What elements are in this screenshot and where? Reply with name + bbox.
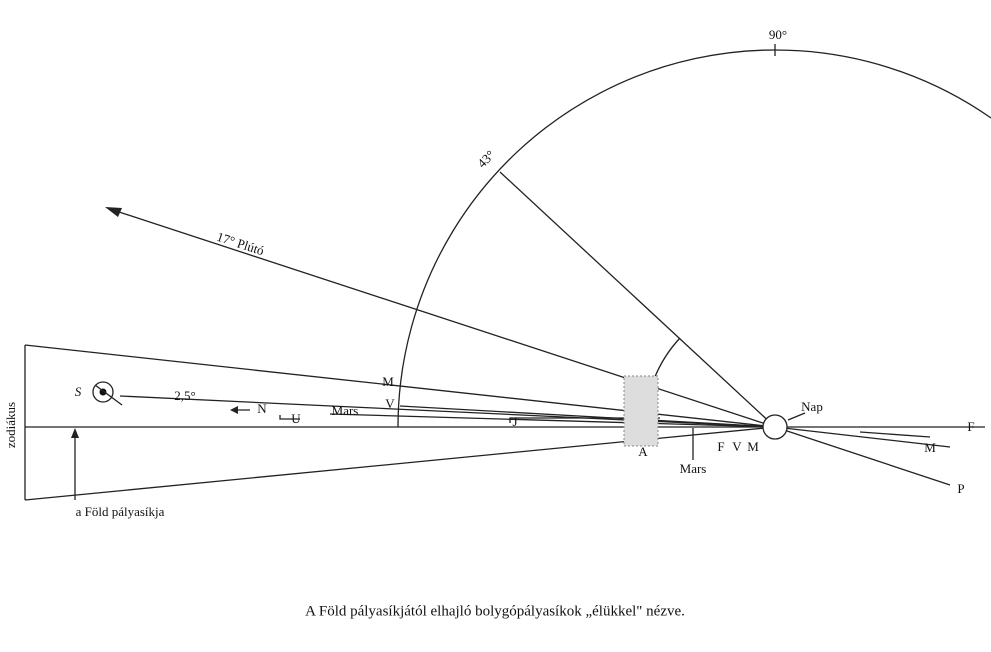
label: M xyxy=(924,440,936,455)
label: Mars xyxy=(332,403,359,418)
label: 43° xyxy=(474,147,497,170)
orbit-mark xyxy=(859,431,931,438)
label: F xyxy=(967,419,974,434)
label: V xyxy=(385,396,395,411)
label: Mars xyxy=(680,461,707,476)
label: 90° xyxy=(769,27,787,42)
label: zodiákus xyxy=(3,402,18,448)
label: U xyxy=(291,411,301,426)
label: 2,5° xyxy=(174,388,195,403)
saturn-ring xyxy=(94,384,123,406)
label: M xyxy=(382,374,394,389)
arrow-u xyxy=(279,415,300,420)
label: N xyxy=(257,401,267,416)
label: 17° Plútó xyxy=(215,229,266,258)
arrowhead xyxy=(71,428,79,438)
label: A xyxy=(638,444,648,459)
great-arc xyxy=(397,49,991,428)
pluto-line xyxy=(109,208,776,428)
line-saturn xyxy=(119,395,776,428)
drawing xyxy=(24,44,991,501)
arrowhead xyxy=(230,406,238,414)
label: a Föld pályasíkja xyxy=(76,504,165,519)
line-m-right xyxy=(774,426,951,448)
label: M xyxy=(747,439,759,454)
line-lower xyxy=(24,426,776,501)
bracket-j xyxy=(509,417,660,423)
line-m xyxy=(24,344,776,428)
sun xyxy=(762,414,788,440)
label: J xyxy=(512,414,517,429)
line-mars xyxy=(329,413,776,428)
label: F xyxy=(717,439,724,454)
nap-arrow xyxy=(787,412,806,421)
caption: A Föld pályasíkjától elhajló bolygópálya… xyxy=(305,603,685,619)
label: P xyxy=(957,481,964,496)
line-p xyxy=(774,426,951,486)
label: V xyxy=(732,439,742,454)
arrowhead xyxy=(105,207,122,217)
line-43 xyxy=(499,171,776,428)
asteroid-belt xyxy=(623,375,659,447)
label: Nap xyxy=(801,399,823,414)
label: S xyxy=(75,384,82,399)
